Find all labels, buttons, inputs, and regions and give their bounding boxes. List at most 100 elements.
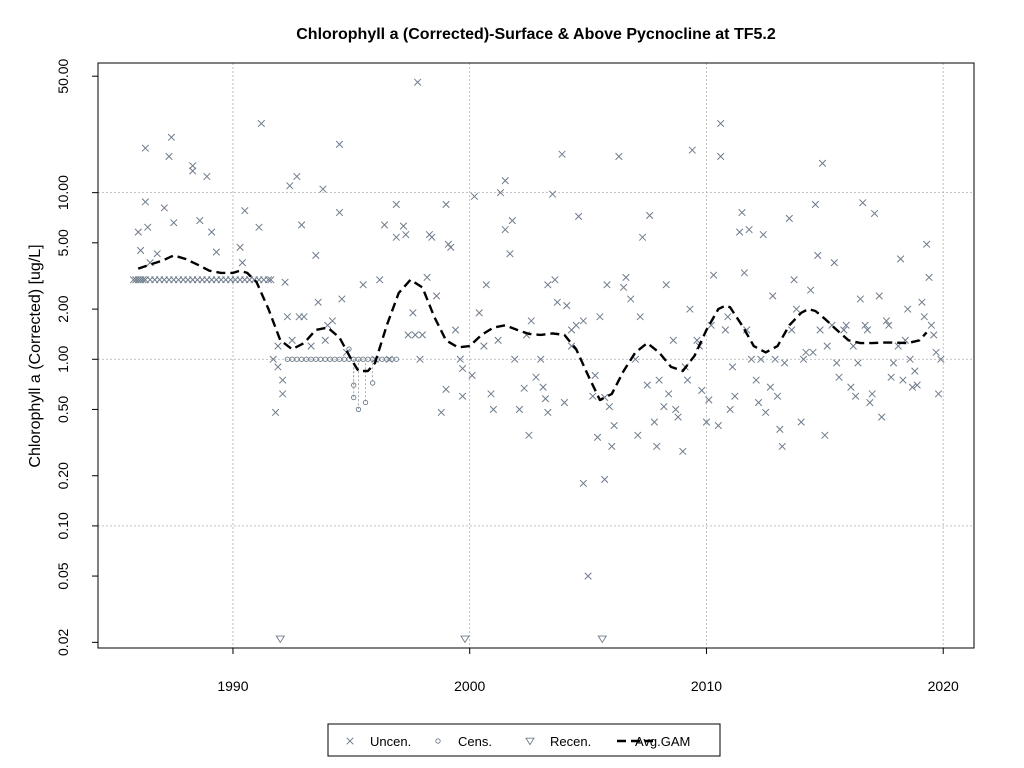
uncensored-point [759, 230, 767, 239]
uncensored-point [596, 313, 604, 321]
uncensored-point [288, 336, 296, 344]
uncensored-point [558, 150, 566, 158]
y-tick-label: 50.00 [55, 58, 71, 93]
uncensored-point [814, 251, 822, 260]
uncensored-point [399, 222, 408, 230]
uncensored-point [468, 371, 476, 380]
uncensored-point [878, 413, 886, 421]
uncensored-point [816, 326, 824, 334]
uncensored-point [442, 385, 450, 393]
uncensored-point [672, 405, 680, 414]
uncensored-point [541, 395, 550, 403]
uncensored-point [643, 381, 651, 389]
uncensored-point [300, 313, 308, 321]
uncensored-point [679, 447, 687, 456]
uncensored-point [809, 348, 817, 357]
uncensored-point [501, 225, 509, 234]
uncensored-point [560, 398, 569, 407]
legend-recensored-symbol [525, 737, 535, 746]
uncensored-point [806, 286, 815, 294]
legend-label: Cens. [458, 734, 492, 749]
uncensored-point [480, 342, 488, 350]
uncensored-point [537, 355, 545, 363]
uncensored-point [335, 208, 344, 217]
uncensored-point [634, 431, 642, 439]
censored-point [362, 399, 369, 406]
uncensored-point [745, 225, 753, 234]
uncensored-point [281, 278, 289, 286]
uncensored-point [567, 342, 576, 350]
uncensored-point [489, 405, 498, 414]
uncensored-point [627, 295, 635, 303]
uncensored-point [645, 211, 654, 220]
uncensored-point [307, 342, 315, 350]
uncensored-point [823, 342, 831, 350]
x-tick-label: 2010 [691, 678, 722, 694]
uncensored-point [267, 276, 275, 284]
uncensored-point [792, 305, 801, 313]
uncensored-point [702, 418, 711, 426]
uncensored-point [359, 281, 367, 289]
uncensored-point [283, 313, 292, 321]
uncensored-point [887, 373, 895, 381]
uncensored-point [496, 189, 505, 197]
uncensored-point [920, 313, 928, 321]
uncensored-point [458, 364, 467, 373]
uncensored-point [757, 355, 765, 363]
uncensored-point [653, 442, 661, 451]
uncensored-point [579, 479, 588, 488]
legend-label: Recen. [550, 734, 591, 749]
uncensored-point [257, 119, 266, 128]
uncensored-point [447, 243, 455, 251]
uncensored-point [134, 228, 142, 236]
x-tick-label: 2020 [928, 678, 959, 694]
x-tick-label: 1990 [217, 678, 248, 694]
uncensored-point [724, 313, 732, 321]
uncensored-point [189, 167, 197, 175]
uncensored-point [212, 248, 221, 256]
uncensored-point [153, 250, 161, 258]
uncensored-point [601, 475, 609, 484]
uncensored-point [788, 326, 796, 334]
uncensored-point [335, 140, 344, 148]
uncensored-point [584, 572, 592, 580]
uncensored-point [416, 355, 424, 363]
uncensored-point [279, 376, 287, 384]
uncensored-point [896, 255, 905, 263]
uncensored-point [603, 281, 611, 289]
uncensored-point [286, 182, 294, 190]
uncensored-point [622, 273, 630, 282]
uncensored-point [553, 298, 561, 306]
uncensored-point [274, 342, 282, 350]
uncensored-point [167, 133, 176, 141]
uncensored-point [432, 292, 441, 300]
uncensored-point [882, 317, 891, 325]
uncensored-point [196, 216, 204, 225]
uncensored-point [539, 383, 547, 391]
uncensored-point [875, 292, 883, 300]
legend-label: Avg.GAM [635, 734, 690, 749]
uncensored-point [413, 78, 422, 86]
uncensored-point [922, 240, 931, 248]
uncensored-point [392, 200, 400, 209]
uncensored-point [165, 152, 173, 161]
uncensored-point [849, 342, 857, 350]
x-axis: 1990 2000 2010 2020 [217, 648, 959, 694]
uncensored-point [669, 336, 677, 344]
uncensored-point [859, 199, 867, 207]
uncensored-point [456, 355, 464, 363]
uncensored-point [705, 396, 713, 404]
uncensored-point [508, 216, 516, 225]
censored-point [355, 406, 362, 413]
uncensored-point [141, 144, 150, 152]
uncensored-point [207, 228, 216, 236]
uncensored-point [411, 331, 419, 339]
uncensored-point [160, 204, 168, 212]
uncensored-point [494, 336, 502, 344]
legend-label: Uncen. [370, 734, 411, 749]
uncensored-point [934, 390, 943, 398]
uncensored-point [487, 390, 495, 398]
y-tick-label: 2.00 [55, 295, 71, 322]
recensored-point [460, 635, 470, 644]
uncensored-point [913, 381, 921, 389]
